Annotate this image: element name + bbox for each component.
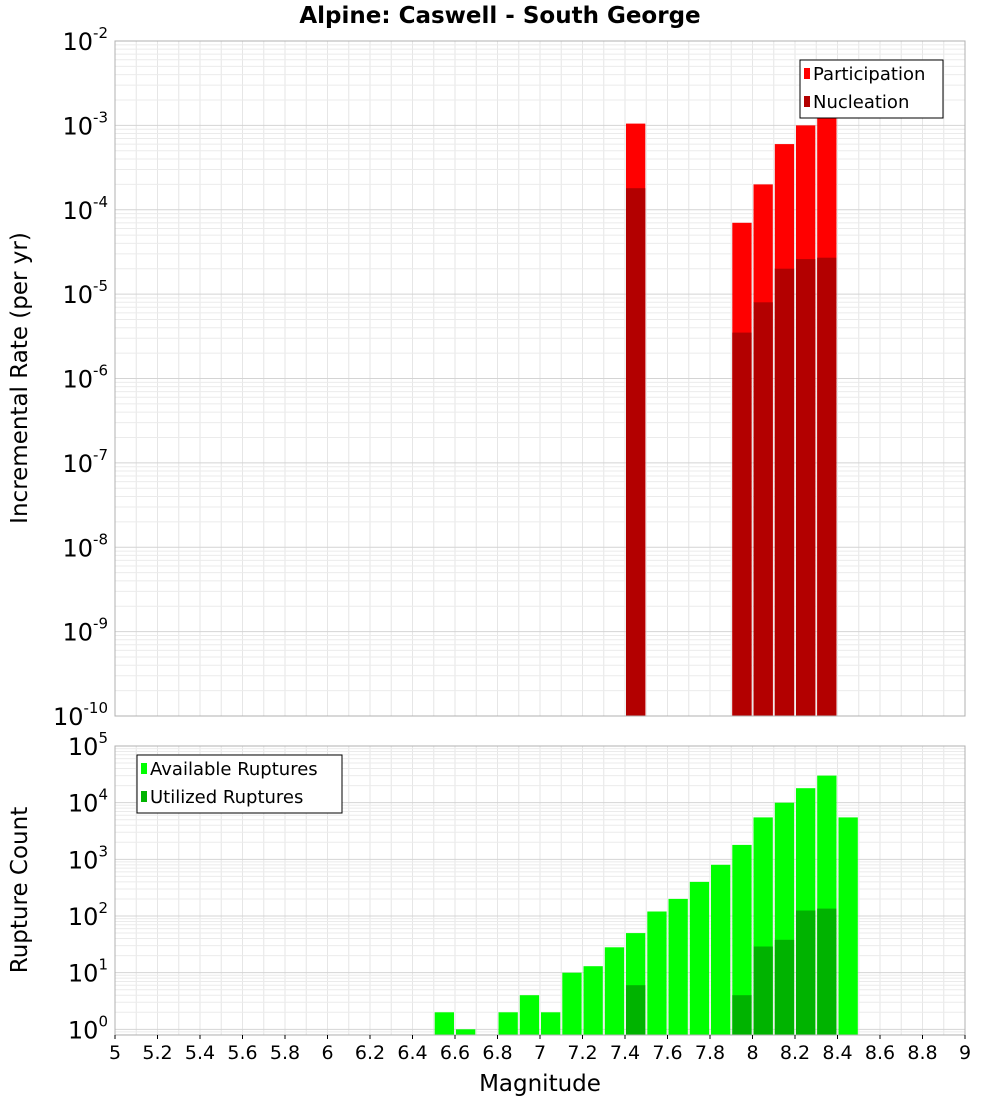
count-bar [519, 995, 540, 1035]
rate-y-tick-label: 10-5 [62, 277, 108, 309]
x-tick-label: 7.2 [567, 1042, 597, 1064]
count-bar [456, 1029, 476, 1035]
rate-bar [626, 188, 646, 716]
count-legend: Available Ruptures Utilized Ruptures [136, 754, 343, 814]
rate-panel: 10-2 10-3 10-4 10-5 10-6 10-7 10-8 10-9 10-10 Inc… [7, 24, 966, 731]
rate-legend: Participation Nucleation [799, 59, 944, 119]
count-bar [753, 946, 773, 1035]
x-tick-label: 6.2 [355, 1042, 385, 1064]
legend-label: Participation [813, 64, 925, 85]
count-y-tick-label: 100 [68, 1012, 108, 1044]
count-y-tick-label: 103 [68, 842, 108, 874]
rate-bar [774, 268, 795, 716]
count-bar [817, 908, 837, 1035]
count-y-tick-label: 105 [68, 729, 108, 761]
rate-y-tick-label: 10-4 [62, 193, 108, 225]
count-bar [604, 947, 625, 1035]
count-bar [732, 844, 752, 1035]
count-bar [689, 881, 710, 1035]
count-y-tick-label: 102 [68, 899, 108, 931]
legend-swatch [804, 96, 810, 107]
count-y-tick-label: 104 [68, 786, 108, 818]
rate-y-tick-label: 10-6 [62, 362, 108, 394]
x-axis-label: Magnitude [479, 1071, 601, 1097]
x-tick-label: 5.4 [185, 1042, 215, 1064]
count-bar [796, 910, 816, 1035]
x-tick-label: 5 [109, 1042, 121, 1064]
count-bar [583, 966, 603, 1035]
legend-label: Available Ruptures [150, 759, 318, 780]
count-bar [562, 972, 582, 1035]
count-bar [498, 1012, 518, 1035]
x-tick-label: 6.6 [440, 1042, 470, 1064]
legend-swatch [141, 791, 147, 802]
count-bar [774, 939, 795, 1035]
x-tick-label: 6.8 [482, 1042, 512, 1064]
legend-swatch [804, 68, 810, 79]
rate-y-axis-label: Incremental Rate (per yr) [7, 232, 33, 524]
rate-bar [753, 302, 773, 716]
rate-y-tick-label: 10-9 [62, 615, 108, 647]
rate-bar [817, 257, 837, 716]
count-bar [647, 911, 667, 1035]
rate-y-tick-label: 10-7 [62, 446, 108, 478]
count-bar [541, 1012, 561, 1035]
count-bar [838, 817, 858, 1035]
rate-frame [114, 40, 966, 717]
count-y-axis-label: Rupture Count [7, 807, 33, 973]
x-tick-label: 5.6 [227, 1042, 257, 1064]
x-tick-label: 8.6 [865, 1042, 895, 1064]
count-bar [434, 1012, 454, 1035]
count-series-secondary [626, 908, 837, 1035]
x-tick-label: 9 [959, 1042, 971, 1064]
rate-grid [114, 41, 966, 717]
rate-bar [796, 259, 816, 716]
legend-label: Utilized Ruptures [150, 787, 303, 808]
count-bar [732, 995, 752, 1035]
x-tick-label: 6.4 [397, 1042, 427, 1064]
count-bar [711, 864, 731, 1035]
x-tick-label: 5.8 [270, 1042, 300, 1064]
x-tick-label: 8.2 [780, 1042, 810, 1064]
x-tick-label: 7.6 [652, 1042, 682, 1064]
x-tick-label: 7.4 [610, 1042, 640, 1064]
count-bar [668, 898, 688, 1035]
rate-y-tick-label: 10-3 [62, 108, 108, 140]
count-bar [626, 985, 646, 1035]
rate-y-tick-label: 10-10 [53, 699, 108, 731]
rate-y-tick-label: 10-8 [62, 530, 108, 562]
x-tick-label: 8.8 [907, 1042, 937, 1064]
x-tick-label: 6 [321, 1042, 333, 1064]
rate-series-secondary [626, 188, 837, 716]
legend-label: Nucleation [813, 92, 909, 113]
count-panel: 105 104 103 102 101 100 Rupture Count Available… [7, 729, 971, 1097]
chart-title: Alpine: Caswell - South George [299, 3, 700, 29]
x-tick-label: 5.2 [142, 1042, 172, 1064]
legend-swatch [141, 763, 147, 774]
count-y-tick-label: 101 [68, 956, 108, 988]
x-tick-label: 7 [534, 1042, 546, 1064]
x-tick-label: 8 [746, 1042, 758, 1064]
x-tick-label: 7.8 [695, 1042, 725, 1064]
x-axis: 5 5.2 5.4 5.6 5.8 6 6.2 6.4 6.6 6.8 7 7.2 7.4 7.6 7.8 8… [109, 1035, 971, 1097]
x-tick-label: 8.4 [822, 1042, 852, 1064]
rate-bar [732, 332, 752, 716]
rate-y-tick-label: 10-2 [62, 24, 108, 56]
